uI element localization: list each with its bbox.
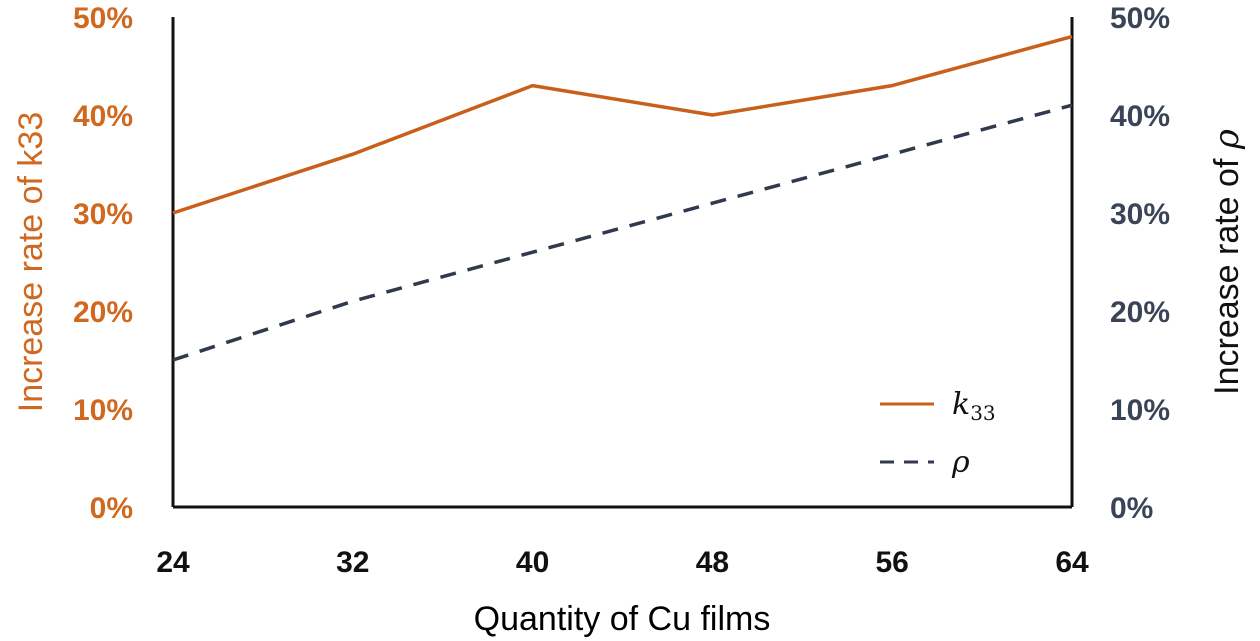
right-y-axis-title-prefix: Increase rate of xyxy=(1208,149,1246,395)
right-y-tick-label: 20% xyxy=(1110,296,1170,329)
left-y-axis-ticks: 0% 10% 20% 30% 40% 50% xyxy=(73,2,133,525)
legend-label-rho: ρ xyxy=(951,445,970,480)
right-y-axis-title: Increase rate of ρ xyxy=(1207,129,1247,395)
right-y-tick-label: 50% xyxy=(1110,2,1170,35)
left-y-tick-label: 20% xyxy=(73,296,133,329)
series-line-rho xyxy=(172,103,1073,362)
right-y-axis-ticks: 0% 10% 20% 30% 40% 50% xyxy=(1110,2,1170,525)
left-y-tick-label: 40% xyxy=(73,100,133,133)
legend-label-k33: k33 xyxy=(952,387,996,425)
x-tick-label: 24 xyxy=(156,546,190,579)
x-axis-title: Quantity of Cu films xyxy=(474,600,771,638)
x-tick-label: 56 xyxy=(876,546,909,579)
legend-label-k33-sub: 33 xyxy=(970,401,995,425)
x-tick-label: 64 xyxy=(1055,546,1089,579)
left-y-tick-label: 0% xyxy=(90,492,133,525)
legend: k33 ρ xyxy=(880,387,996,480)
left-y-tick-label: 10% xyxy=(73,394,133,427)
x-tick-label: 32 xyxy=(336,546,369,579)
right-y-tick-label: 40% xyxy=(1110,100,1170,133)
series-group xyxy=(172,34,1073,362)
x-axis-ticks: 24 32 40 48 56 64 xyxy=(156,546,1089,579)
right-y-tick-label: 10% xyxy=(1110,394,1170,427)
left-y-tick-label: 50% xyxy=(73,2,133,35)
x-tick-label: 40 xyxy=(516,546,549,579)
right-y-axis-title-symbol: ρ xyxy=(1207,129,1247,150)
legend-label-k33-main: k xyxy=(952,387,970,422)
right-y-tick-label: 30% xyxy=(1110,198,1170,231)
x-tick-label: 48 xyxy=(696,546,729,579)
left-y-tick-label: 30% xyxy=(73,198,133,231)
series-line-k33 xyxy=(172,34,1073,215)
right-y-tick-label: 0% xyxy=(1110,492,1153,525)
left-y-axis-title: Increase rate of k33 xyxy=(12,112,50,413)
plot-area xyxy=(171,17,1074,509)
